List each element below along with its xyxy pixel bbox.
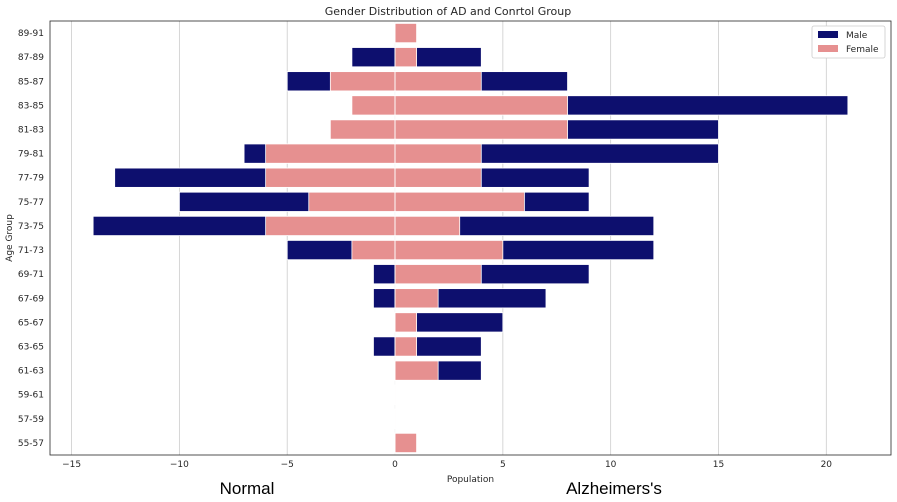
x-tick-label: 5 <box>500 460 506 470</box>
alzheimers-side-label: Alzheimers's <box>566 479 662 498</box>
female-ad-bar <box>394 95 568 116</box>
y-tick-label: 67-69 <box>18 294 44 304</box>
female-ad-bar <box>394 336 417 357</box>
x-tick-label: 20 <box>821 460 833 470</box>
x-tick-label: 10 <box>605 460 617 470</box>
y-tick-label: 79-81 <box>18 150 44 160</box>
female-normal-bar <box>308 191 396 212</box>
y-tick-label: 55-57 <box>18 439 44 449</box>
female-ad-bar <box>394 23 417 44</box>
y-tick-label: 71-73 <box>18 246 44 256</box>
y-tick-label: 81-83 <box>18 126 44 136</box>
female-ad-bar <box>394 119 568 140</box>
female-normal-bar <box>351 240 396 261</box>
y-tick-label: 83-85 <box>18 101 44 111</box>
x-tick-label: −5 <box>281 460 294 470</box>
legend-label: Male <box>846 31 868 41</box>
y-tick-label: 75-77 <box>18 198 44 208</box>
y-axis-ticks: 89-91 87-89 85-87 83-85 81-83 79-81 77-79 75-77… <box>18 29 44 449</box>
female-ad-bar <box>394 143 482 164</box>
x-tick-label: −10 <box>170 460 189 470</box>
female-ad-bar <box>394 71 482 92</box>
female-ad-bar <box>394 240 504 261</box>
y-tick-label: 77-79 <box>18 174 44 184</box>
female-normal-bar <box>265 167 396 188</box>
female-ad-bar <box>394 215 461 236</box>
normal-side-label: Normal <box>220 479 275 498</box>
female-ad-bar <box>394 312 417 333</box>
y-tick-label: 89-91 <box>18 29 44 39</box>
y-tick-label: 59-61 <box>18 391 44 401</box>
female-ad-bar <box>394 264 482 285</box>
male-normal-bar <box>351 47 396 68</box>
y-tick-label: 85-87 <box>18 77 44 87</box>
x-axis-label: Population <box>447 475 494 485</box>
bars <box>92 21 849 455</box>
y-tick-label: 63-65 <box>18 343 44 353</box>
y-tick-label: 73-75 <box>18 222 44 232</box>
female-normal-bar <box>329 71 396 92</box>
plot-frame <box>49 20 892 456</box>
y-tick-label: 57-59 <box>18 415 44 425</box>
female-normal-bar <box>351 95 396 116</box>
x-tick-label: 15 <box>713 460 724 470</box>
female-ad-bar <box>394 360 439 381</box>
male-normal-bar <box>373 264 396 285</box>
female-ad-bar <box>394 191 525 212</box>
y-tick-label: 61-63 <box>18 367 44 377</box>
female-ad-bar <box>394 47 417 68</box>
female-ad-bar <box>394 432 417 453</box>
y-axis-label: Age Group <box>5 214 15 262</box>
x-tick-label: −15 <box>62 460 81 470</box>
legend-swatch <box>818 31 838 38</box>
x-tick-label: 0 <box>392 460 398 470</box>
legend: Male Female <box>811 25 886 59</box>
male-normal-bar <box>373 288 396 309</box>
x-axis-ticks: −15 −10 −5 0 5 10 15 20 <box>62 460 832 470</box>
male-normal-bar <box>373 336 396 357</box>
y-tick-label: 87-89 <box>18 53 44 63</box>
female-ad-bar <box>394 288 439 309</box>
female-ad-bar <box>394 167 482 188</box>
y-tick-label: 69-71 <box>18 270 44 280</box>
y-tick-label: 65-67 <box>18 318 44 328</box>
female-normal-bar <box>265 143 396 164</box>
female-normal-bar <box>329 119 396 140</box>
legend-label: Female <box>846 45 879 55</box>
female-normal-bar <box>265 215 396 236</box>
legend-swatch <box>818 45 838 52</box>
chart-title: Gender Distribution of AD and Conrtol Gr… <box>325 5 571 18</box>
